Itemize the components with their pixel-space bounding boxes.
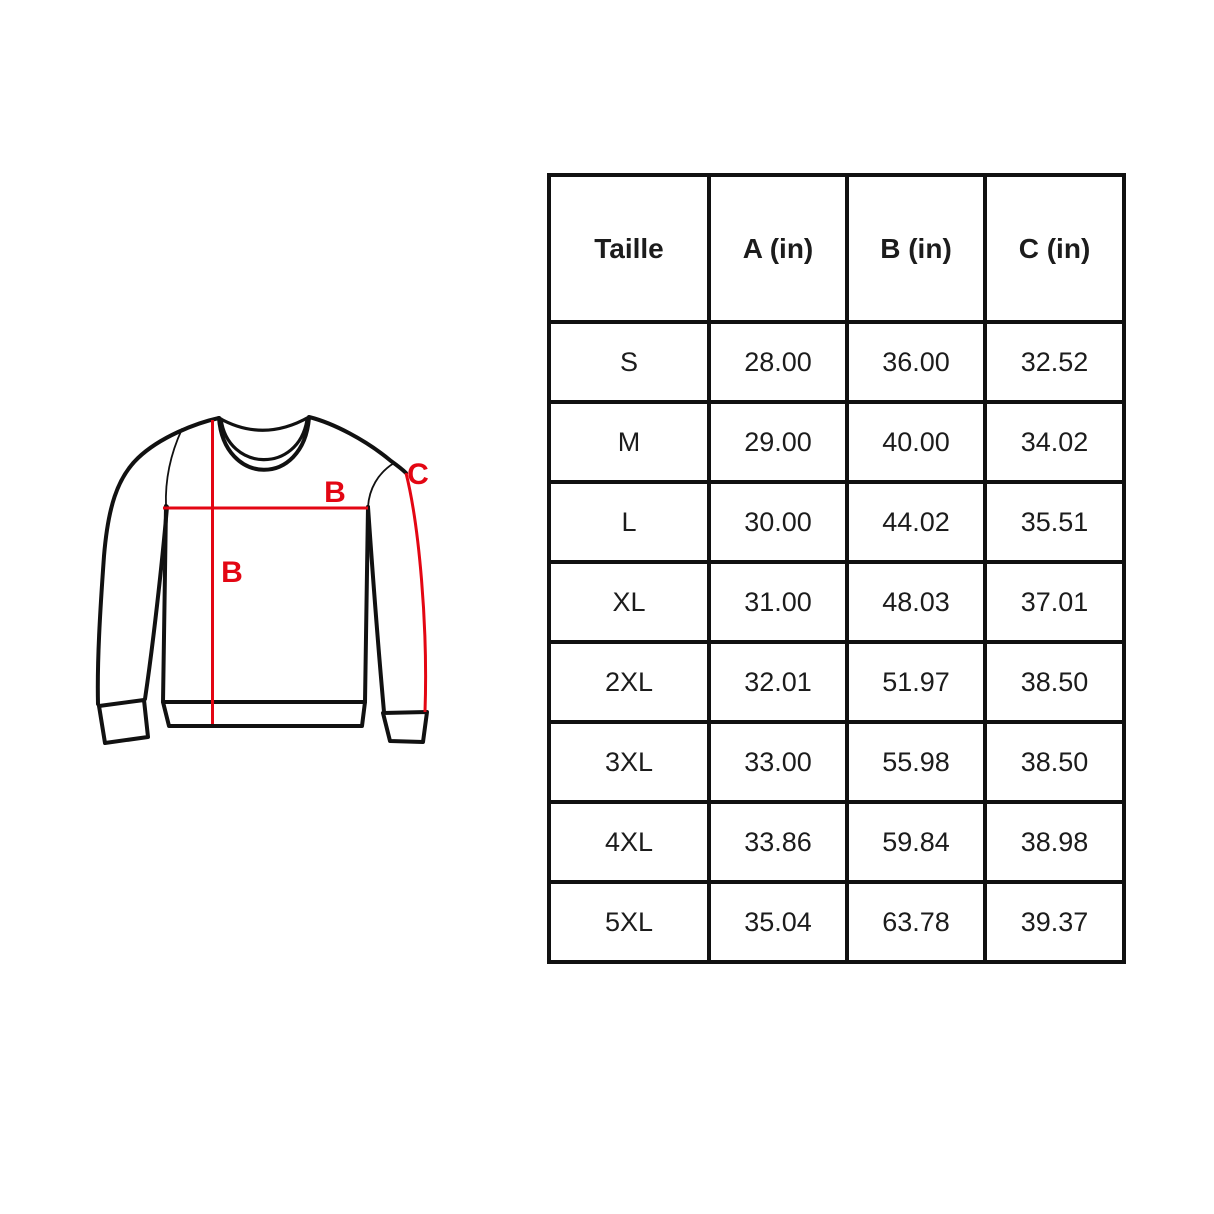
header-c-in: C (in)	[983, 173, 1126, 324]
left-sleeve-outline	[95, 416, 221, 706]
right-shoulder-outline	[307, 415, 408, 475]
cell-c: 38.50	[983, 640, 1126, 724]
sweatshirt-diagram: B B C	[95, 415, 429, 745]
left-cuff	[97, 698, 150, 745]
cell-size: M	[547, 400, 711, 484]
back-neckline	[217, 415, 311, 432]
cell-a: 29.00	[707, 400, 849, 484]
table-row: 5XL 35.04 63.78 39.37	[547, 880, 1126, 964]
cell-b: 48.03	[845, 560, 987, 644]
cell-c: 38.50	[983, 720, 1126, 804]
cell-b: 55.98	[845, 720, 987, 804]
cell-b: 63.78	[845, 880, 987, 964]
cell-c: 38.98	[983, 800, 1126, 884]
left-armhole-seam	[164, 428, 183, 507]
header-a-in: A (in)	[707, 173, 849, 324]
right-cuff	[381, 710, 429, 744]
length-measure-label: B	[221, 556, 243, 589]
cell-b: 59.84	[845, 800, 987, 884]
table-row: L 30.00 44.02 35.51	[547, 480, 1126, 564]
right-sleeve-inner-edge	[366, 505, 386, 714]
header-b-in: B (in)	[845, 173, 987, 324]
cell-a: 35.04	[707, 880, 849, 964]
size-table: Taille A (in) B (in) C (in) S 28.00 36.0…	[547, 173, 1126, 964]
cell-size: 2XL	[547, 640, 711, 724]
collar-outer-edge	[217, 416, 311, 472]
cell-size: 5XL	[547, 880, 711, 964]
cell-size: 4XL	[547, 800, 711, 884]
collar-inner-edge	[219, 417, 309, 462]
cell-a: 31.00	[707, 560, 849, 644]
cell-a: 30.00	[707, 480, 849, 564]
cell-size: S	[547, 320, 711, 404]
cell-c: 35.51	[983, 480, 1126, 564]
cell-a: 33.00	[707, 720, 849, 804]
cell-c: 32.52	[983, 320, 1126, 404]
table-row: 3XL 33.00 55.98 38.50	[547, 720, 1126, 804]
hem-band	[161, 700, 367, 728]
table-header-row: Taille A (in) B (in) C (in)	[547, 173, 1126, 324]
cell-b: 40.00	[845, 400, 987, 484]
cell-a: 28.00	[707, 320, 849, 404]
right-armhole-seam	[367, 462, 395, 508]
cell-size: L	[547, 480, 711, 564]
cell-a: 33.86	[707, 800, 849, 884]
table-row: XL 31.00 48.03 37.01	[547, 560, 1126, 644]
cell-b: 51.97	[845, 640, 987, 724]
header-size: Taille	[547, 173, 711, 324]
cell-c: 34.02	[983, 400, 1126, 484]
sleeve-measure-label: C	[407, 458, 429, 491]
chest-measure-label: B	[324, 476, 346, 509]
sleeve-measure-line	[404, 472, 428, 713]
table-row: M 29.00 40.00 34.02	[547, 400, 1126, 484]
body-outline	[161, 504, 370, 704]
cell-c: 37.01	[983, 560, 1126, 644]
table-row: S 28.00 36.00 32.52	[547, 320, 1126, 404]
cell-b: 36.00	[845, 320, 987, 404]
table-row: 4XL 33.86 59.84 38.98	[547, 800, 1126, 884]
cell-c: 39.37	[983, 880, 1126, 964]
cell-a: 32.01	[707, 640, 849, 724]
cell-b: 44.02	[845, 480, 987, 564]
cell-size: 3XL	[547, 720, 711, 804]
cell-size: XL	[547, 560, 711, 644]
table-row: 2XL 32.01 51.97 38.50	[547, 640, 1126, 724]
